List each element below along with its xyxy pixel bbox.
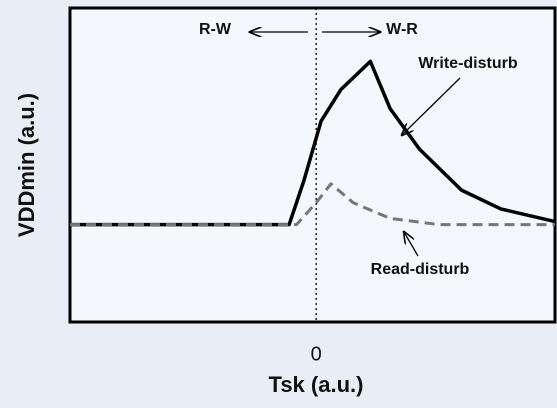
x-tick-label: 0 — [311, 343, 322, 365]
x-axis-label: Tsk (a.u.) — [269, 372, 364, 397]
annotation: Read-disturb — [371, 261, 470, 278]
page: {"chart_data": {"type": "line", "xlabel"… — [0, 0, 557, 408]
annotation: R-W — [199, 21, 232, 38]
annotation: Write-disturb — [418, 55, 517, 72]
chart: R-W W-R Write-disturb Read-disturb Tsk (… — [0, 0, 557, 408]
y-axis-label: VDDmin (a.u.) — [14, 93, 39, 237]
annotation: W-R — [386, 21, 418, 38]
